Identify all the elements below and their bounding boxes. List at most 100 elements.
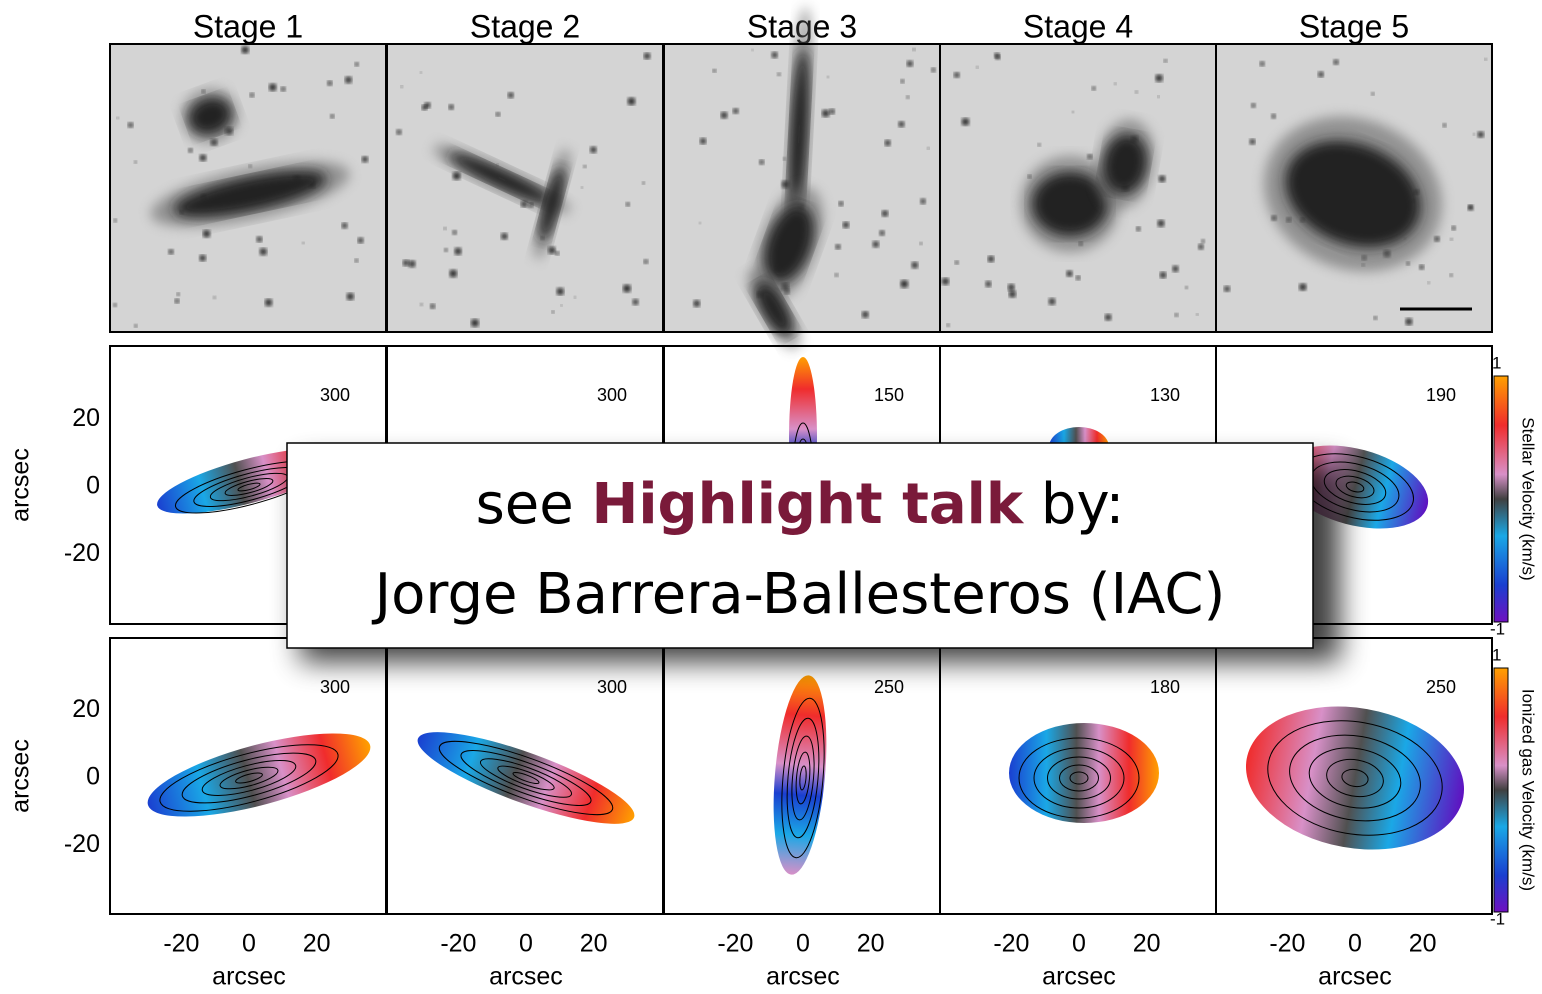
star [265, 299, 272, 306]
star [1087, 154, 1092, 159]
star [409, 260, 416, 267]
galaxy-image [664, 6, 940, 356]
star [628, 97, 636, 105]
star [555, 251, 559, 255]
star [444, 248, 448, 252]
star [752, 49, 754, 51]
star [1251, 103, 1256, 108]
star [955, 261, 959, 265]
star [430, 304, 435, 309]
colorbar-max: 1 [1492, 353, 1501, 372]
star [1224, 286, 1230, 292]
star [203, 230, 211, 238]
y-axis-label: arcsec [7, 739, 35, 813]
star [759, 160, 764, 165]
star [913, 48, 916, 51]
star [583, 165, 586, 168]
star [644, 259, 649, 264]
star [1477, 131, 1483, 137]
star [403, 260, 409, 266]
star [188, 148, 193, 153]
star [1201, 239, 1205, 243]
panel-scale: 300 [597, 677, 627, 697]
galaxy-image [1216, 44, 1492, 332]
x-tick-label: 0 [1348, 930, 1362, 958]
star [822, 110, 829, 117]
star [946, 324, 949, 327]
star [168, 249, 173, 254]
star [900, 79, 904, 83]
star [900, 280, 908, 288]
star [1049, 298, 1056, 305]
y-tick-label: 20 [72, 404, 100, 432]
star [422, 105, 428, 111]
star [919, 242, 922, 245]
panel-scale: 130 [1150, 385, 1180, 405]
star [644, 53, 651, 60]
banner-highlight: Highlight talk [591, 472, 1024, 537]
star [1159, 175, 1166, 182]
colorbar [1494, 668, 1508, 912]
x-tick-label: 0 [1072, 930, 1086, 958]
star [1092, 86, 1096, 90]
colorbar-min: -1 [1490, 909, 1505, 928]
star [1406, 262, 1410, 266]
star [362, 156, 368, 162]
panel-scale: 300 [597, 385, 627, 405]
star [1066, 270, 1072, 276]
star [590, 147, 597, 154]
x-tick-label: -20 [1269, 930, 1305, 958]
star [835, 244, 840, 249]
star [302, 242, 304, 244]
star [693, 300, 700, 307]
star [1009, 290, 1016, 297]
star [632, 299, 638, 305]
velocity-map: 180 [940, 638, 1216, 914]
star [988, 256, 995, 263]
star [994, 53, 999, 58]
star [452, 230, 457, 235]
star [213, 296, 216, 299]
star [862, 311, 869, 318]
star [508, 92, 514, 98]
star [1473, 133, 1475, 135]
star [175, 299, 180, 304]
y-tick-label: -20 [64, 539, 100, 567]
x-tick-label: -20 [440, 930, 476, 958]
panel-scale: 150 [874, 385, 904, 405]
y-tick-label: 20 [72, 695, 100, 723]
star [1157, 95, 1159, 97]
star [1373, 316, 1377, 320]
x-tick-label: 20 [580, 930, 608, 958]
star [1451, 226, 1455, 230]
star [879, 230, 884, 235]
star [885, 140, 891, 146]
x-axis-label: arcsec [489, 963, 563, 991]
banner-line1: see Highlight talk by: [476, 472, 1125, 537]
x-tick-label: 20 [1409, 930, 1437, 958]
velocity-map: 300 [110, 638, 386, 914]
velocity-map: 300 [387, 638, 663, 914]
galaxy [1032, 172, 1108, 236]
star [1405, 318, 1412, 325]
star [420, 72, 422, 74]
star [1105, 314, 1112, 321]
star [827, 76, 829, 78]
star [548, 247, 555, 254]
x-tick-label: -20 [717, 930, 753, 958]
star [954, 72, 960, 78]
star [449, 104, 454, 109]
star [1434, 236, 1439, 241]
star [117, 117, 119, 119]
star [113, 303, 117, 307]
panel-scale: 250 [1426, 677, 1456, 697]
colorbar-min: -1 [1490, 619, 1505, 638]
star [249, 165, 252, 168]
banner-suffix: by: [1041, 472, 1124, 537]
banner-line2: Jorge Barrera-Ballesteros (IAC) [372, 562, 1226, 627]
x-axis-label: arcsec [212, 963, 286, 991]
star [873, 241, 879, 247]
star [1371, 92, 1374, 95]
velocity-field [409, 715, 642, 841]
panel-scale: 180 [1150, 677, 1180, 697]
